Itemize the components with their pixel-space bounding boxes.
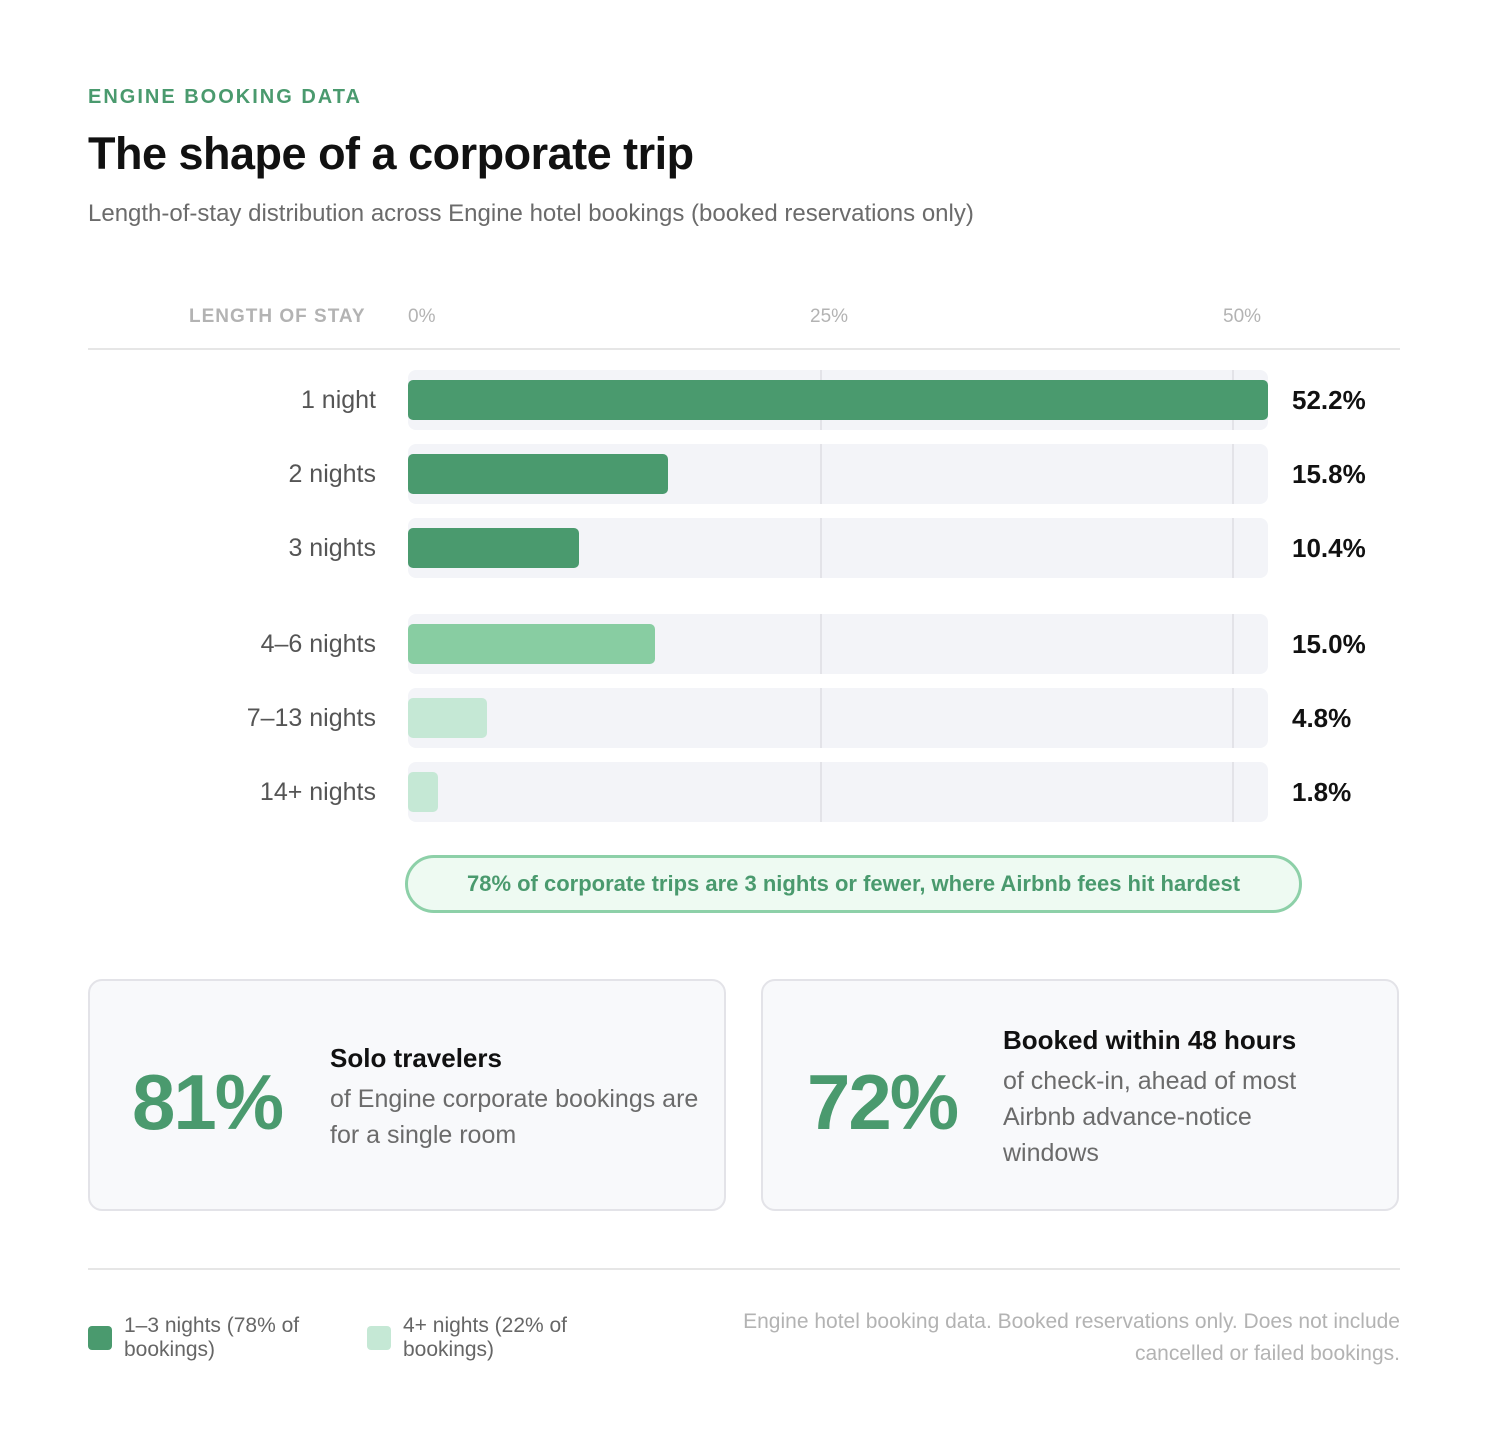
x-tick-label: 0% [408,306,436,327]
gridline [820,762,822,822]
category-label: 7–13 nights [246,704,376,732]
gridline [1232,518,1234,578]
category-label: 1 night [300,386,376,414]
value-label: 1.8% [1292,777,1352,807]
gridline [1232,762,1234,822]
stat-card-solo: 81% Solo travelers of Engine corporate b… [88,979,726,1211]
column-header: LENGTH OF STAY [189,306,366,327]
value-label: 4.8% [1292,703,1352,733]
legend-label-short-stays: 1–3 nights (78% of bookings) [124,1314,300,1361]
stat-value: 81% [132,1058,284,1146]
stat-heading: Booked within 48 hours [1003,1025,1297,1055]
gridline [820,444,822,504]
bar-track [408,762,1268,822]
bar-track [408,370,1268,430]
gridline [1232,444,1234,504]
legend-swatch-long-stays [367,1326,391,1350]
page-subtitle: Length-of-stay distribution across Engin… [88,200,974,227]
value-label: 10.4% [1292,533,1366,563]
value-label: 52.2% [1292,385,1366,415]
gridline [1232,614,1234,674]
insight-callout: 78% of corporate trips are 3 nights or f… [405,855,1302,913]
category-label: 2 nights [288,460,376,488]
gridline [820,518,822,578]
value-label: 15.0% [1292,629,1366,659]
bar [408,772,438,812]
stat-heading: Solo travelers [330,1043,502,1073]
eyebrow-label: ENGINE BOOKING DATA [88,86,362,108]
stat-description: of check-in, ahead of most Airbnb advanc… [1003,1067,1297,1167]
bar [408,380,1268,420]
source-note: Engine hotel booking data. Booked reserv… [743,1310,1400,1365]
bar-track [408,518,1268,578]
legend-label-long-stays: 4+ nights (22% of bookings) [403,1314,568,1361]
value-label: 15.8% [1292,459,1366,489]
header-divider [88,348,1400,350]
bar [408,698,487,738]
gridline [1232,688,1234,748]
stat-card-booking-window: 72% Booked within 48 hours of check-in, … [761,979,1399,1211]
page-title: The shape of a corporate trip [88,128,694,179]
legend-swatch-short-stays [88,1326,112,1350]
gridline [820,688,822,748]
bar [408,454,668,494]
stat-description: of Engine corporate bookings are for a s… [330,1085,699,1149]
bar-track [408,444,1268,504]
bar-track [408,614,1268,674]
bar [408,624,655,664]
bar-track [408,688,1268,748]
category-label: 4–6 nights [260,630,376,658]
footer-divider [88,1268,1400,1270]
gridline [820,614,822,674]
stat-value: 72% [807,1058,959,1146]
bar [408,528,579,568]
category-label: 3 nights [288,534,376,562]
category-label: 14+ nights [259,778,376,806]
x-tick-label: 25% [810,306,849,327]
x-tick-label: 50% [1223,306,1262,327]
